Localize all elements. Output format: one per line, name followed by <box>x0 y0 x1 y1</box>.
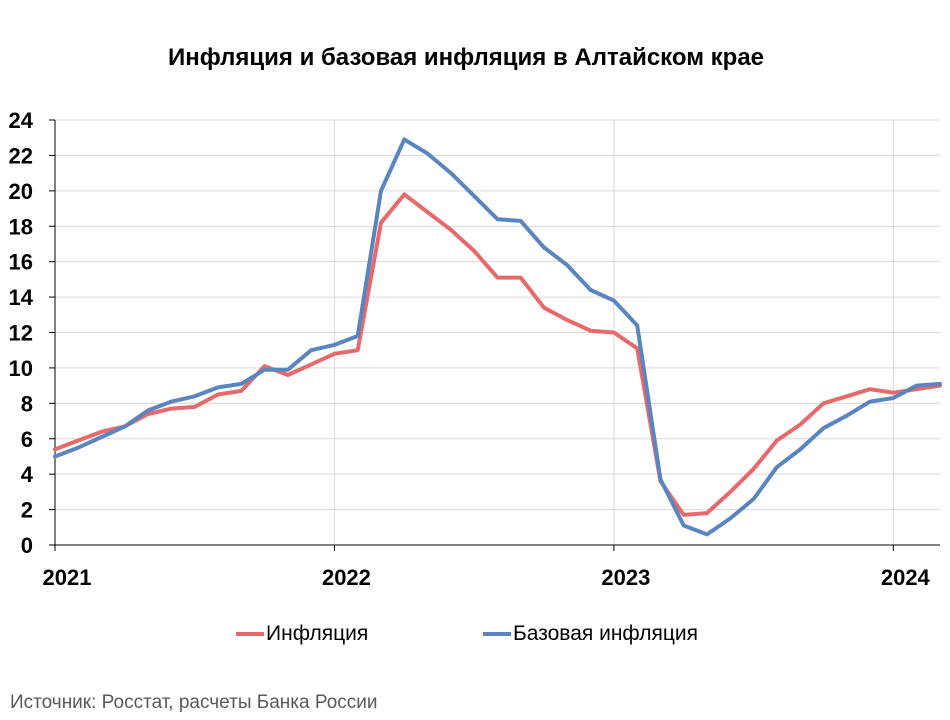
y-tick-label: 2 <box>21 498 33 523</box>
x-tick-label: 2022 <box>322 565 371 590</box>
y-tick-label: 4 <box>21 462 34 487</box>
series-lines <box>53 137 942 537</box>
y-tick-label: 0 <box>21 533 33 558</box>
legend: Инфляция Базовая инфляция <box>0 622 950 652</box>
legend-item-core-inflation: Базовая инфляция <box>483 622 698 646</box>
x-tick-label: 2021 <box>43 565 92 590</box>
y-tick-label: 14 <box>9 285 34 310</box>
x-axis-ticks: 2021 2022 2023 2024 <box>43 565 931 590</box>
legend-label-core-inflation: Базовая инфляция <box>513 622 699 645</box>
y-tick-label: 24 <box>9 108 34 133</box>
series-line-inflation <box>53 192 942 517</box>
y-tick-label: 18 <box>9 214 33 239</box>
legend-swatch-core-inflation <box>483 632 511 636</box>
y-tick-label: 10 <box>9 356 33 381</box>
source-note: Источник: Росстат, расчеты Банка России <box>10 692 378 713</box>
x-tick-label: 2023 <box>601 565 650 590</box>
legend-swatch-inflation <box>236 632 264 636</box>
axes <box>49 119 940 551</box>
y-tick-label: 6 <box>21 427 33 452</box>
y-tick-label: 22 <box>9 143 33 168</box>
series-line-core-inflation <box>53 137 942 537</box>
x-tick-label: 2024 <box>881 565 931 590</box>
y-tick-label: 16 <box>9 250 33 275</box>
chart-title: Инфляция и базовая инфляция в Алтайском … <box>167 44 765 71</box>
y-tick-label: 12 <box>9 321 33 346</box>
legend-label-inflation: Инфляция <box>266 622 369 645</box>
legend-item-inflation: Инфляция <box>236 622 368 646</box>
y-tick-label: 20 <box>9 179 33 204</box>
y-tick-label: 8 <box>21 391 33 416</box>
grid-lines <box>54 119 940 545</box>
